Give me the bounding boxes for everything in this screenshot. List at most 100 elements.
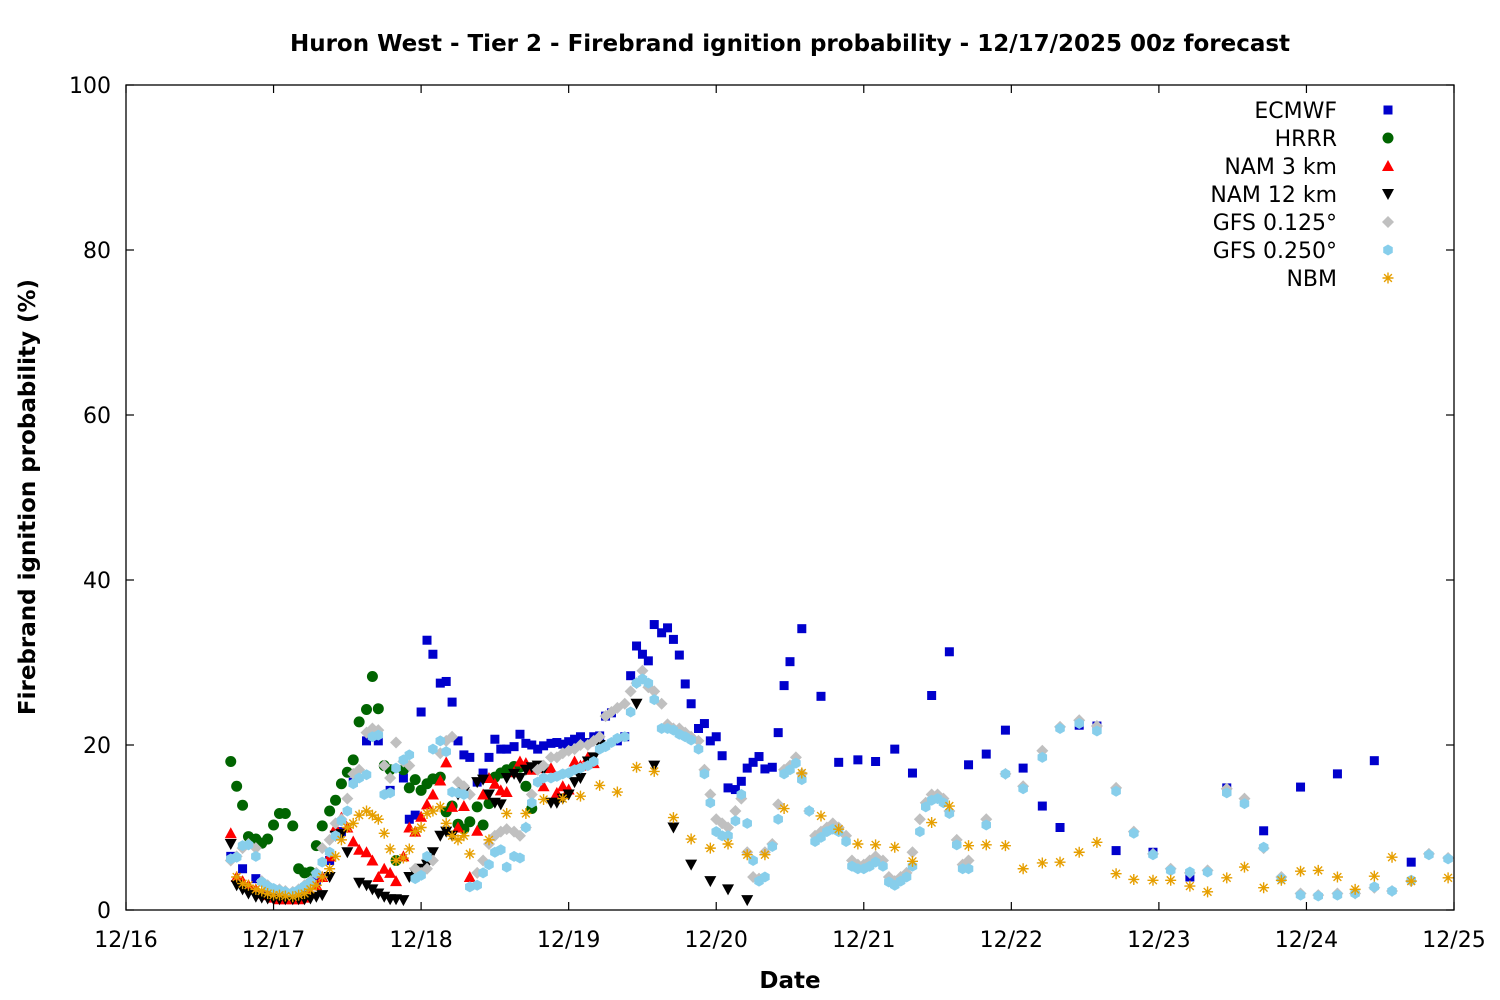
data-point [890, 744, 900, 754]
data-point [1386, 851, 1398, 863]
data-point [403, 821, 416, 833]
data-point [398, 773, 408, 783]
data-point [981, 749, 991, 759]
data-point [648, 685, 661, 698]
data-point [316, 890, 329, 902]
data-point [1036, 857, 1048, 869]
data-point [773, 813, 783, 825]
data-point [619, 731, 630, 743]
data-point [446, 830, 458, 842]
data-point [963, 863, 974, 875]
data-point [760, 871, 770, 883]
data-point [668, 634, 678, 644]
data-point [231, 851, 242, 863]
data-point [435, 678, 445, 688]
data-point [618, 697, 631, 710]
data-point [785, 657, 795, 667]
data-point [441, 746, 451, 758]
x-tick-label: 12/25 [1422, 928, 1485, 953]
data-point [372, 703, 384, 715]
data-point [256, 885, 268, 897]
data-point [568, 755, 581, 767]
x-axis-label: Date [759, 968, 820, 994]
data-point [637, 649, 647, 659]
data-point [447, 697, 457, 707]
data-point [1037, 801, 1047, 811]
data-point [1092, 725, 1102, 737]
data-point [231, 780, 243, 792]
data-point [944, 807, 955, 819]
data-point [242, 879, 254, 891]
data-point [330, 850, 342, 862]
data-point [421, 807, 433, 819]
data-point [759, 849, 771, 861]
data-point [575, 762, 586, 774]
legend-marker [1382, 216, 1394, 228]
data-point [981, 819, 992, 831]
data-point [360, 846, 373, 858]
data-point [674, 650, 684, 660]
data-point [564, 737, 574, 747]
data-point [496, 844, 506, 856]
data-point [484, 859, 494, 871]
data-point [1332, 889, 1343, 901]
data-point [632, 641, 642, 651]
data-point [1148, 849, 1158, 861]
data-point [521, 822, 531, 833]
x-tick-label: 12/17 [242, 928, 305, 953]
data-point [723, 783, 733, 793]
data-point [538, 772, 549, 784]
data-point [773, 728, 783, 738]
data-point [262, 888, 274, 899]
legend-marker [1383, 244, 1393, 256]
data-point [1055, 723, 1065, 734]
data-point [440, 756, 453, 768]
data-point [612, 732, 623, 744]
data-point [699, 768, 710, 780]
data-point [513, 829, 526, 842]
data-point [353, 843, 366, 855]
x-tick-label: 12/22 [980, 928, 1043, 953]
data-point [224, 827, 237, 839]
data-point [446, 730, 459, 743]
data-point [704, 788, 717, 801]
data-point [384, 843, 396, 855]
data-point [1424, 849, 1434, 861]
data-point [1296, 782, 1306, 792]
data-point [225, 756, 237, 767]
data-point [500, 773, 513, 784]
data-point [717, 751, 727, 761]
data-point [500, 786, 513, 798]
data-point [741, 849, 753, 861]
data-point [409, 826, 421, 838]
data-point [527, 740, 537, 750]
data-point [643, 677, 654, 689]
data-point [515, 729, 525, 739]
legend-label: ECMWF [1254, 99, 1337, 124]
data-point [416, 707, 426, 717]
data-point [537, 759, 550, 772]
data-point [568, 777, 581, 789]
data-point [533, 744, 543, 754]
data-point [1128, 873, 1140, 885]
data-point [588, 756, 599, 767]
data-marks [224, 620, 1455, 907]
data-point [1202, 886, 1214, 898]
axis-ticks: 12/16 12/17 12/18 12/19 12/20 12/21 12/22 12/23… [69, 74, 1486, 953]
data-point [538, 793, 550, 805]
data-point [500, 823, 513, 836]
x-tick-label: 12/16 [94, 928, 157, 953]
data-point [452, 821, 464, 833]
y-tick-label: 40 [83, 569, 111, 594]
data-point [913, 813, 926, 826]
data-point [335, 778, 347, 790]
data-point [457, 800, 470, 812]
data-point [1349, 883, 1361, 895]
data-point [624, 685, 637, 698]
data-point [1165, 864, 1176, 876]
data-point [1258, 882, 1270, 894]
data-point [1222, 787, 1232, 799]
data-point [464, 816, 476, 828]
data-point [440, 817, 452, 829]
data-point [772, 798, 785, 811]
